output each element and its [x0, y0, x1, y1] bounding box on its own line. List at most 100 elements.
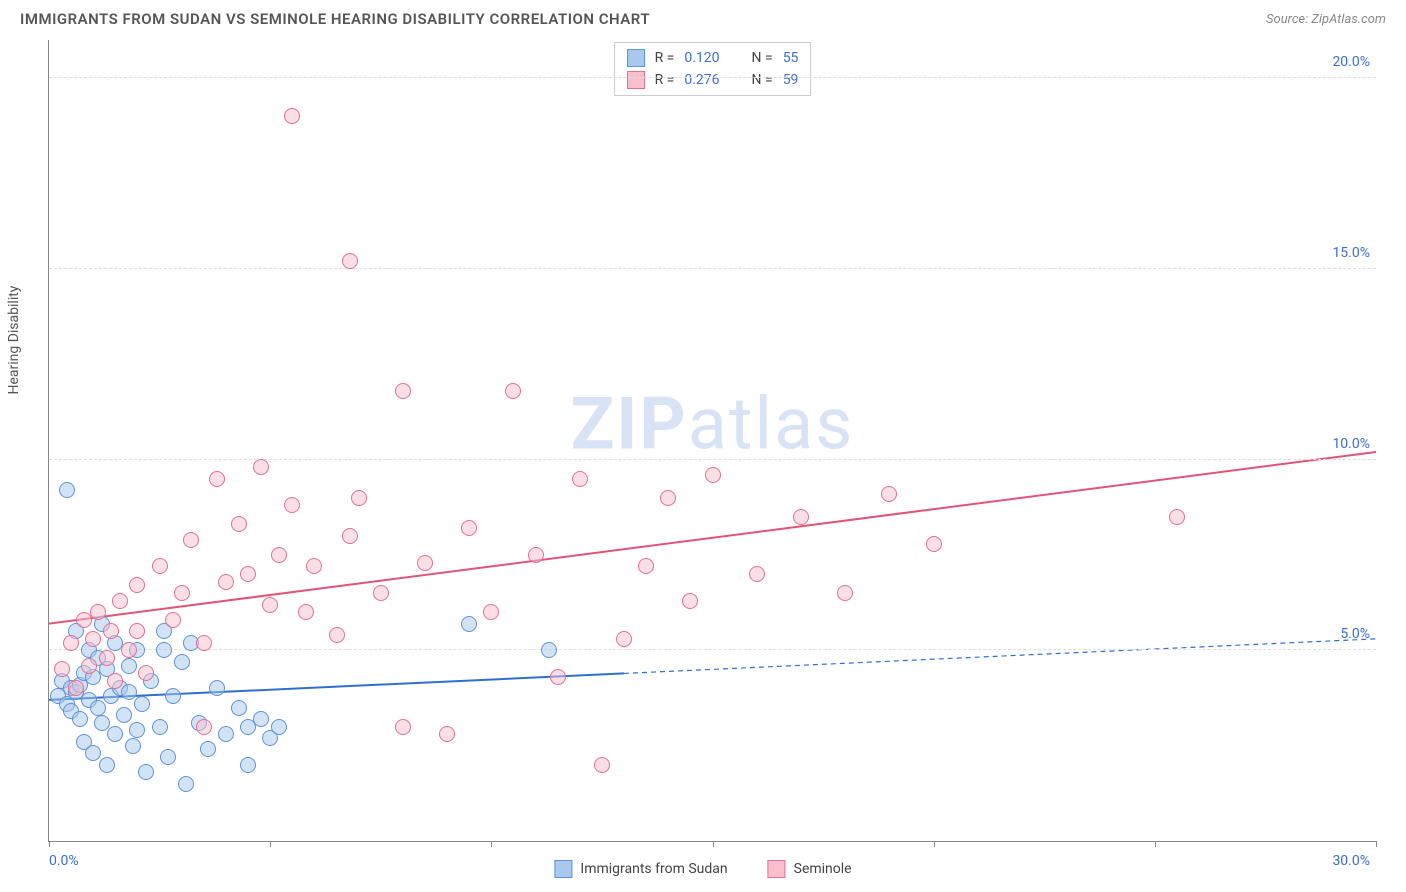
- x-tick: [713, 841, 714, 847]
- r-label: R =: [655, 50, 675, 66]
- legend-swatch: [554, 860, 572, 878]
- gridline: [49, 649, 1376, 650]
- data-point: [196, 635, 212, 651]
- data-point: [152, 719, 168, 735]
- data-point: [218, 574, 234, 590]
- legend-swatch: [627, 49, 645, 67]
- data-point: [528, 547, 544, 563]
- n-value: 55: [783, 50, 799, 66]
- data-point: [284, 108, 300, 124]
- legend-swatch: [768, 860, 786, 878]
- data-point: [129, 623, 145, 639]
- x-tick: [934, 841, 935, 847]
- data-point: [417, 555, 433, 571]
- data-point: [63, 635, 79, 651]
- data-point: [439, 726, 455, 742]
- gridline: [49, 268, 1376, 269]
- data-point: [152, 558, 168, 574]
- data-point: [121, 642, 137, 658]
- x-tick: [1376, 841, 1377, 847]
- legend-swatch: [627, 71, 645, 89]
- data-point: [107, 673, 123, 689]
- data-point: [138, 665, 154, 681]
- data-point: [284, 497, 300, 513]
- data-point: [99, 650, 115, 666]
- x-tick: [270, 841, 271, 847]
- n-label: N =: [752, 72, 773, 88]
- x-axis-max-label: 30.0%: [1332, 853, 1370, 869]
- data-point: [298, 604, 314, 620]
- data-point: [682, 593, 698, 609]
- y-tick-label: 10.0%: [1332, 436, 1370, 452]
- data-point: [351, 490, 367, 506]
- x-axis-min-label: 0.0%: [49, 853, 79, 869]
- y-axis-title: Hearing Disability: [6, 286, 22, 395]
- data-point: [749, 566, 765, 582]
- data-point: [395, 719, 411, 735]
- data-point: [68, 680, 84, 696]
- data-point: [85, 745, 101, 761]
- data-point: [541, 642, 557, 658]
- legend-series: Immigrants from SudanSeminole: [554, 860, 851, 878]
- data-point: [209, 471, 225, 487]
- data-point: [174, 654, 190, 670]
- y-tick-label: 20.0%: [1332, 54, 1370, 70]
- data-point: [209, 680, 225, 696]
- data-point: [837, 585, 853, 601]
- data-point: [116, 707, 132, 723]
- watermark: ZIPatlas: [571, 382, 855, 467]
- data-point: [90, 700, 106, 716]
- data-point: [572, 471, 588, 487]
- data-point: [550, 669, 566, 685]
- chart-area: Hearing Disability ZIPatlas R =0.120N =5…: [48, 40, 1376, 842]
- data-point: [129, 577, 145, 593]
- data-point: [342, 528, 358, 544]
- r-value: 0.276: [684, 72, 719, 88]
- data-point: [240, 757, 256, 773]
- data-point: [262, 597, 278, 613]
- data-point: [107, 726, 123, 742]
- plot-region: ZIPatlas R =0.120N =55R =0.276N =59 0.0%…: [48, 40, 1376, 842]
- data-point: [103, 623, 119, 639]
- data-point: [594, 757, 610, 773]
- data-point: [129, 722, 145, 738]
- data-point: [81, 658, 97, 674]
- data-point: [483, 604, 499, 620]
- data-point: [231, 700, 247, 716]
- data-point: [94, 715, 110, 731]
- n-label: N =: [752, 50, 773, 66]
- gridline: [49, 459, 1376, 460]
- data-point: [134, 696, 150, 712]
- data-point: [461, 616, 477, 632]
- data-point: [183, 532, 199, 548]
- data-point: [165, 688, 181, 704]
- data-point: [125, 738, 141, 754]
- data-point: [271, 547, 287, 563]
- data-point: [85, 631, 101, 647]
- source-label: Source: ZipAtlas.com: [1266, 12, 1386, 27]
- data-point: [329, 627, 345, 643]
- data-point: [165, 612, 181, 628]
- data-point: [121, 684, 137, 700]
- data-point: [72, 711, 88, 727]
- data-point: [121, 658, 137, 674]
- data-point: [373, 585, 389, 601]
- data-point: [99, 757, 115, 773]
- legend-stats: R =0.120N =55R =0.276N =59: [614, 42, 812, 96]
- data-point: [395, 383, 411, 399]
- data-point: [881, 486, 897, 502]
- x-tick: [1155, 841, 1156, 847]
- data-point: [660, 490, 676, 506]
- x-tick: [49, 841, 50, 847]
- legend-item: Seminole: [768, 860, 852, 878]
- data-point: [461, 520, 477, 536]
- data-point: [218, 726, 234, 742]
- data-point: [271, 719, 287, 735]
- data-point: [90, 604, 106, 620]
- data-point: [231, 516, 247, 532]
- data-point: [240, 719, 256, 735]
- data-point: [638, 558, 654, 574]
- data-point: [59, 482, 75, 498]
- data-point: [505, 383, 521, 399]
- data-point: [178, 776, 194, 792]
